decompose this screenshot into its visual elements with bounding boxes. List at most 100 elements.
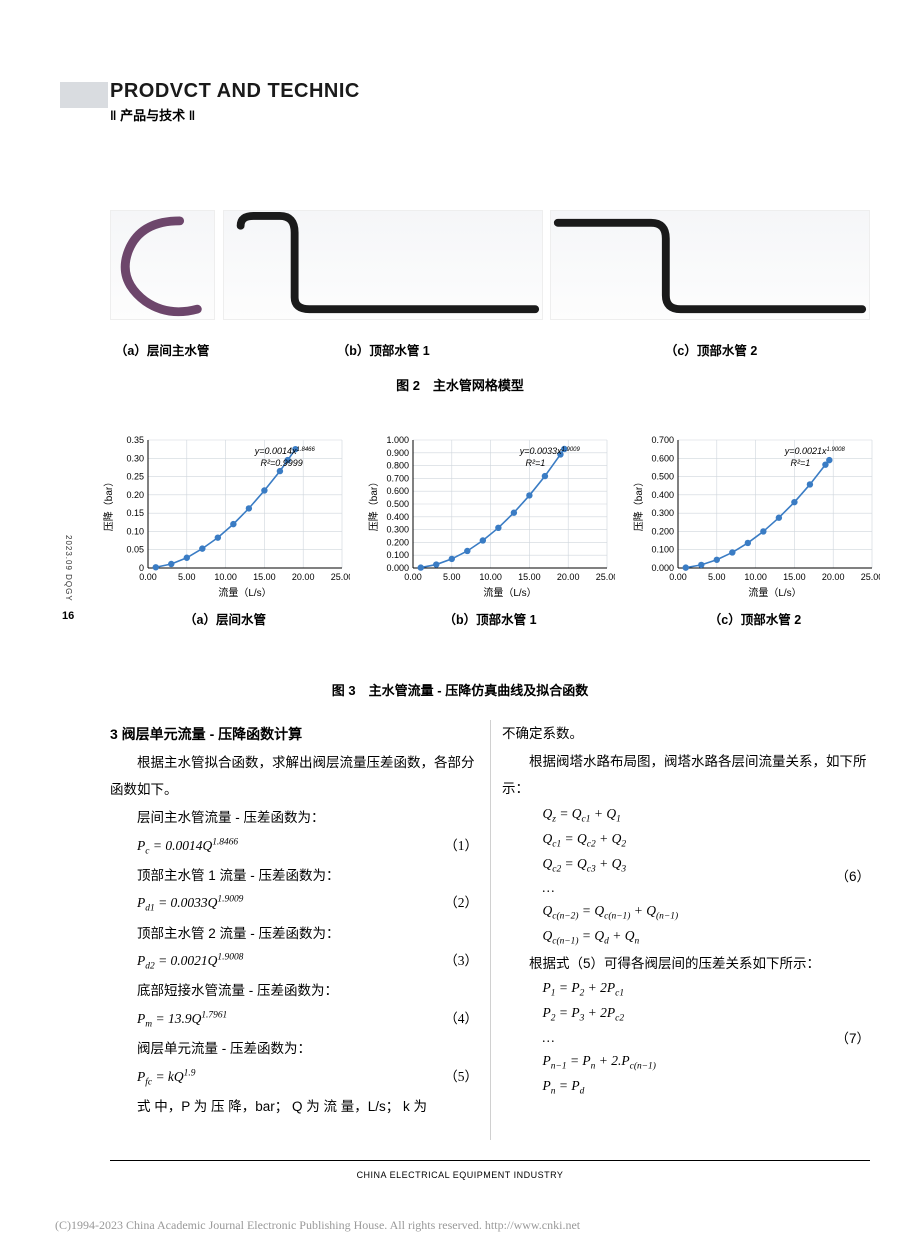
right-p1: 根据阀塔水路布局图，阀塔水路各层间流量关系，如下所示： bbox=[502, 748, 870, 803]
svg-text:0.100: 0.100 bbox=[386, 550, 409, 560]
svg-text:y=0.0014x1.8466: y=0.0014x1.8466 bbox=[254, 446, 316, 456]
svg-text:20.00: 20.00 bbox=[557, 572, 580, 582]
svg-text:0.00: 0.00 bbox=[404, 572, 422, 582]
svg-text:0.700: 0.700 bbox=[386, 473, 409, 483]
figure2-cap-b: （b）顶部水管 1 bbox=[224, 340, 542, 359]
left-p2: 式 中，P 为 压 降，bar； Q 为 流 量，L/s； k 为 bbox=[110, 1093, 478, 1121]
page-number: 16 bbox=[62, 610, 74, 622]
side-issue-text: 2023.09 DQGY bbox=[64, 535, 73, 602]
page-header: PRODVCT AND TECHNIC ‖ 产品与技术 ‖ bbox=[110, 80, 360, 124]
footer-rule bbox=[110, 1160, 870, 1161]
svg-text:0.500: 0.500 bbox=[386, 499, 409, 509]
eq7-lines: P1 = P2 + 2Pc1 P2 = P3 + 2Pc2 … Pn−1 = P… bbox=[502, 977, 656, 1099]
svg-text:10.00: 10.00 bbox=[744, 572, 767, 582]
svg-text:0.35: 0.35 bbox=[126, 435, 144, 445]
figure2-caption-row: （a）层间主水管 （b）顶部水管 1 （c）顶部水管 2 bbox=[110, 340, 870, 359]
eq2: Pd1 = 0.0033Q1.9009（2） bbox=[110, 889, 478, 919]
figure2-cap-c: （c）顶部水管 2 bbox=[552, 340, 870, 359]
footer-center: CHINA ELECTRICAL EQUIPMENT INDUSTRY bbox=[0, 1170, 920, 1180]
header-subtitle: ‖ 产品与技术 ‖ bbox=[110, 105, 360, 124]
svg-text:0.800: 0.800 bbox=[386, 461, 409, 471]
svg-text:0.700: 0.700 bbox=[651, 435, 674, 445]
header-accent-bar bbox=[60, 82, 108, 108]
svg-text:25.00: 25.00 bbox=[596, 572, 615, 582]
chart-c: 0.0000.1000.2000.3000.4000.5000.6000.700… bbox=[630, 430, 880, 628]
svg-text:0.300: 0.300 bbox=[386, 525, 409, 535]
chart-a-caption: （a）层间水管 bbox=[100, 609, 350, 628]
svg-text:10.00: 10.00 bbox=[479, 572, 502, 582]
left-l2: 顶部主水管 1 流量 - 压差函数为： bbox=[110, 862, 478, 890]
svg-text:y=0.0033x1.9009: y=0.0033x1.9009 bbox=[519, 446, 581, 456]
eq4: Pm = 13.9Q1.7961（4） bbox=[110, 1005, 478, 1035]
chart-c-svg: 0.0000.1000.2000.3000.4000.5000.6000.700… bbox=[630, 430, 880, 600]
figure2-panel-b bbox=[223, 210, 543, 320]
svg-text:20.00: 20.00 bbox=[822, 572, 845, 582]
eq3: Pd2 = 0.0021Q1.9008（3） bbox=[110, 947, 478, 977]
svg-text:5.00: 5.00 bbox=[708, 572, 726, 582]
svg-text:0.20: 0.20 bbox=[126, 490, 144, 500]
figure2-panel-a bbox=[110, 210, 215, 320]
svg-text:0.500: 0.500 bbox=[651, 472, 674, 482]
svg-text:25.00: 25.00 bbox=[861, 572, 880, 582]
left-l4: 底部短接水管流量 - 压差函数为： bbox=[110, 977, 478, 1005]
eq6-lines: Qz = Qc1 + Q1 Qc1 = Qc2 + Q2 Qc2 = Qc3 +… bbox=[502, 803, 678, 950]
svg-text:流量（L/s）: 流量（L/s） bbox=[218, 586, 271, 599]
chart-a: 00.050.100.150.200.250.300.350.005.0010.… bbox=[100, 430, 350, 628]
svg-text:压降（bar）: 压降（bar） bbox=[367, 477, 380, 531]
left-p1: 根据主水管拟合函数，求解出阀层流量压差函数，各部分函数如下。 bbox=[110, 749, 478, 804]
svg-text:5.00: 5.00 bbox=[443, 572, 461, 582]
figure2-cap-a: （a）层间主水管 bbox=[110, 340, 214, 359]
left-l3: 顶部主水管 2 流量 - 压差函数为： bbox=[110, 920, 478, 948]
svg-text:15.00: 15.00 bbox=[253, 572, 276, 582]
svg-text:0.30: 0.30 bbox=[126, 453, 144, 463]
eq5: Pfc = kQ1.9（5） bbox=[110, 1063, 478, 1093]
svg-text:R²=1: R²=1 bbox=[791, 458, 811, 468]
eq7-num: （7） bbox=[835, 1025, 870, 1053]
svg-text:y=0.0021x1.9008: y=0.0021x1.9008 bbox=[784, 446, 846, 456]
chart-b: 0.0000.1000.2000.3000.4000.5000.6000.700… bbox=[365, 430, 615, 628]
svg-text:0.10: 0.10 bbox=[126, 526, 144, 536]
chart-b-svg: 0.0000.1000.2000.3000.4000.5000.6000.700… bbox=[365, 430, 615, 600]
svg-text:0.300: 0.300 bbox=[651, 508, 674, 518]
svg-text:20.00: 20.00 bbox=[292, 572, 315, 582]
svg-text:0.00: 0.00 bbox=[669, 572, 687, 582]
eq7-block: P1 = P2 + 2Pc1 P2 = P3 + 2Pc2 … Pn−1 = P… bbox=[502, 977, 870, 1099]
figure3-title: 图 3 主水管流量 - 压降仿真曲线及拟合函数 bbox=[0, 680, 920, 699]
svg-text:压降（bar）: 压降（bar） bbox=[102, 477, 115, 531]
svg-text:15.00: 15.00 bbox=[518, 572, 541, 582]
svg-text:0.200: 0.200 bbox=[386, 537, 409, 547]
svg-text:0.900: 0.900 bbox=[386, 448, 409, 458]
right-p0: 不确定系数。 bbox=[502, 720, 870, 748]
right-column: 不确定系数。 根据阀塔水路布局图，阀塔水路各层间流量关系，如下所示： Qz = … bbox=[502, 720, 870, 1120]
header-title: PRODVCT AND TECHNIC bbox=[110, 80, 360, 103]
chart-c-caption: （c）顶部水管 2 bbox=[630, 609, 880, 628]
svg-text:25.00: 25.00 bbox=[331, 572, 350, 582]
figure2-row bbox=[110, 210, 870, 320]
eq6-block: Qz = Qc1 + Q1 Qc1 = Qc2 + Q2 Qc2 = Qc3 +… bbox=[502, 803, 870, 950]
svg-text:10.00: 10.00 bbox=[214, 572, 237, 582]
left-l1: 层间主水管流量 - 压差函数为： bbox=[110, 804, 478, 832]
svg-text:R²=0.9999: R²=0.9999 bbox=[261, 458, 303, 468]
svg-text:R²=1: R²=1 bbox=[526, 458, 546, 468]
figure2-title: 图 2 主水管网格模型 bbox=[0, 375, 920, 394]
svg-text:流量（L/s）: 流量（L/s） bbox=[748, 586, 801, 599]
section3-heading: 3 阀层单元流量 - 压降函数计算 bbox=[110, 720, 478, 749]
svg-text:压降（bar）: 压降（bar） bbox=[632, 477, 645, 531]
svg-text:1.000: 1.000 bbox=[386, 435, 409, 445]
svg-text:0.600: 0.600 bbox=[651, 453, 674, 463]
body-columns: 3 阀层单元流量 - 压降函数计算 根据主水管拟合函数，求解出阀层流量压差函数，… bbox=[110, 720, 870, 1120]
chart-b-caption: （b）顶部水管 1 bbox=[365, 609, 615, 628]
svg-text:0.400: 0.400 bbox=[386, 512, 409, 522]
svg-text:0.05: 0.05 bbox=[126, 545, 144, 555]
svg-text:0.00: 0.00 bbox=[139, 572, 157, 582]
svg-text:0.200: 0.200 bbox=[651, 526, 674, 536]
chart-a-svg: 00.050.100.150.200.250.300.350.005.0010.… bbox=[100, 430, 350, 600]
svg-text:流量（L/s）: 流量（L/s） bbox=[483, 586, 536, 599]
figure3-row: 00.050.100.150.200.250.300.350.005.0010.… bbox=[100, 430, 880, 628]
left-column: 3 阀层单元流量 - 压降函数计算 根据主水管拟合函数，求解出阀层流量压差函数，… bbox=[110, 720, 478, 1120]
figure2-panel-c bbox=[550, 210, 870, 320]
eq1: Pc = 0.0014Q1.8466（1） bbox=[110, 832, 478, 862]
svg-text:0.15: 0.15 bbox=[126, 508, 144, 518]
svg-text:0.25: 0.25 bbox=[126, 472, 144, 482]
svg-text:5.00: 5.00 bbox=[178, 572, 196, 582]
